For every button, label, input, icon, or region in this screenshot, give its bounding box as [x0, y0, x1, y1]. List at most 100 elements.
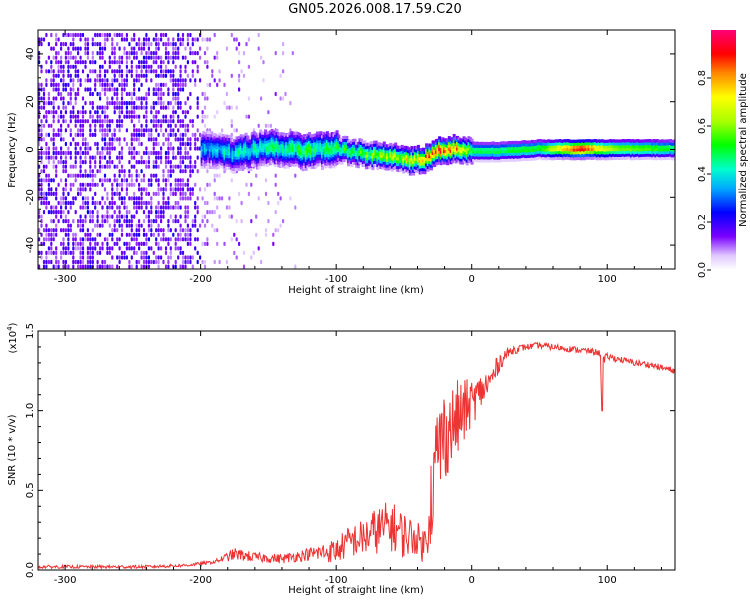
ridge-cell	[282, 147, 285, 151]
ridge-cell	[241, 144, 245, 149]
spectrogram-cell	[191, 187, 194, 192]
spectrogram-cell	[196, 137, 199, 142]
ridge-cell	[395, 148, 399, 152]
ridge-cell	[242, 143, 246, 147]
ridge-cell	[238, 138, 241, 142]
spectrogram-cell	[157, 182, 160, 187]
spectrogram-cell	[133, 55, 136, 60]
ridge-cell	[226, 163, 230, 167]
spectrogram-cell	[145, 69, 148, 74]
spectrogram-cell	[106, 105, 109, 110]
spectrogram-cell	[60, 250, 63, 255]
spectrogram-cell	[67, 123, 70, 128]
ridge-cell	[670, 154, 674, 158]
spectrogram-cell	[72, 219, 75, 224]
spectrogram-cell	[174, 64, 177, 69]
ridge-cell	[283, 159, 287, 163]
spectrogram-cell	[89, 110, 92, 115]
ridge-cell	[242, 137, 246, 141]
ridge-cell	[364, 154, 368, 158]
ridge-cell	[495, 150, 498, 154]
ridge-cell	[299, 166, 303, 170]
spectrogram-cell	[113, 110, 116, 115]
ridge-cell	[311, 154, 315, 158]
ridge-cell	[638, 142, 642, 146]
spectrogram-cell	[108, 232, 111, 237]
spectrogram-cell	[162, 173, 165, 178]
ridge-cell	[360, 150, 363, 154]
ridge-cell	[649, 142, 653, 146]
spectrogram-cell	[84, 37, 87, 42]
ridge-cell	[239, 165, 243, 170]
ridge-cell	[283, 154, 287, 158]
spectrogram-cell	[135, 173, 138, 178]
spectrogram-cell	[147, 223, 150, 228]
spectrogram-cell	[55, 232, 58, 237]
spectrogram-cell	[162, 169, 165, 174]
ridge-cell	[449, 155, 453, 159]
spectrogram-cell	[150, 132, 153, 137]
spectrogram-cell	[60, 146, 63, 151]
ridge-cell	[560, 148, 564, 152]
ridge-cell	[242, 151, 246, 155]
ridge-cell	[267, 131, 271, 135]
ridge-cell	[218, 132, 222, 136]
ridge-cell	[337, 154, 341, 158]
ridge-cell	[298, 153, 302, 157]
spectrogram-cell	[74, 232, 77, 237]
ridge-cell	[257, 160, 261, 164]
ridge-cell	[360, 141, 363, 145]
ridge-cell	[595, 142, 599, 146]
ridge-cell	[595, 151, 599, 155]
ridge-cell	[384, 147, 388, 151]
ridge-cell	[231, 170, 235, 174]
spectrogram-cell	[160, 187, 163, 192]
ridge-cell	[467, 159, 471, 163]
spectrogram-cell	[120, 228, 124, 233]
ridge-cell	[244, 135, 248, 139]
spectrogram-cell	[123, 214, 126, 219]
ridge-cell	[277, 141, 281, 145]
ridge-cell	[200, 142, 204, 146]
ridge-cell	[218, 158, 222, 162]
spectrogram-cell	[81, 132, 85, 137]
spectrogram-cell	[101, 269, 103, 273]
ridge-cell	[343, 147, 347, 151]
ridge-cell	[604, 154, 607, 158]
spectrogram-cell	[45, 132, 48, 137]
ridge-cell	[239, 137, 243, 141]
spectrogram-cell	[74, 46, 77, 51]
spectrogram-cell	[79, 164, 82, 169]
ridge-cell	[652, 139, 656, 143]
spectrogram-cell	[140, 178, 143, 183]
ridge-cell	[438, 144, 442, 149]
spectrogram-cell	[179, 73, 182, 78]
spectrogram-cell	[242, 264, 246, 269]
y-tick-label: -40	[25, 237, 36, 253]
ridge-cell	[277, 161, 281, 165]
ridge-cell	[626, 150, 630, 154]
ridge-cell	[558, 156, 562, 160]
spectrogram-cell	[172, 51, 175, 56]
spectrogram-cell	[108, 205, 111, 210]
spectrogram-cell	[89, 169, 92, 174]
ridge-cell	[551, 148, 555, 152]
ridge-cell	[460, 147, 464, 151]
ridge-cell	[451, 157, 455, 161]
ridge-cell	[268, 159, 272, 163]
spectrogram-cell	[57, 150, 60, 156]
spectrogram-cell	[186, 237, 189, 242]
ridge-cell	[275, 140, 279, 144]
spectrogram-cell	[108, 119, 111, 124]
ridge-cell	[568, 153, 572, 157]
spectrogram-cell	[189, 232, 192, 237]
ridge-cell	[416, 153, 420, 157]
spectrogram-cell	[94, 269, 96, 273]
spectrogram-cell	[184, 210, 187, 215]
ridge-cell	[306, 142, 310, 146]
spectrogram-cell	[106, 246, 109, 251]
spectrogram-cell	[79, 146, 82, 151]
ridge-cell	[200, 154, 204, 158]
x-tick-label: -200	[189, 274, 212, 285]
ridge-cell	[376, 146, 380, 150]
